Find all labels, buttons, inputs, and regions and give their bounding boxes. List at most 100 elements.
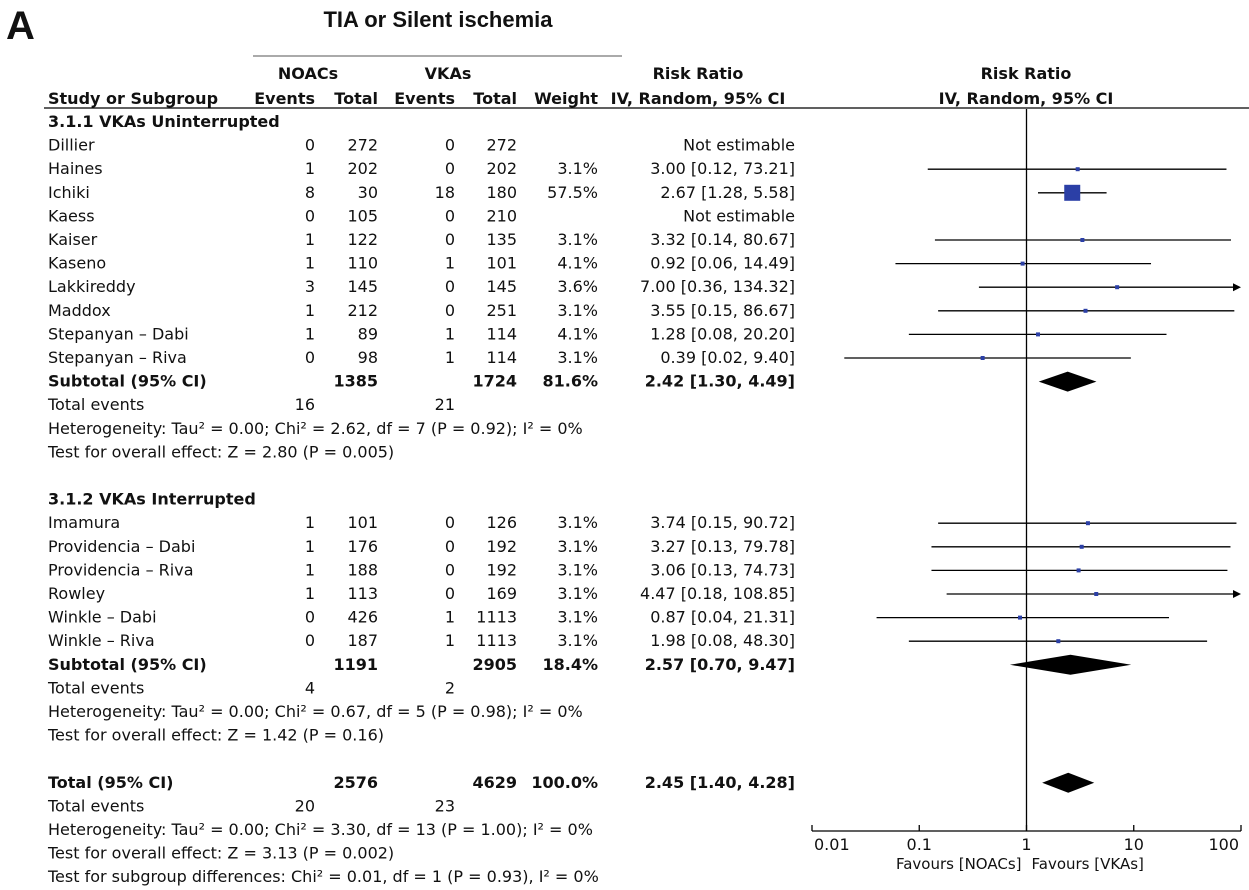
column-header-total-1: Total [334,89,378,108]
risk-ratio-ci: 3.27 [0.13, 79.78] [650,537,795,556]
total-group2: 114 [486,348,517,367]
total-group1: 426 [347,608,378,627]
events-group1: 3 [305,277,315,296]
total-group2: 114 [486,324,517,343]
study-name: Providencia – Dabi [48,537,195,556]
events-group2: 0 [445,513,455,532]
weight-value: 4.1% [557,254,598,273]
events-group1: 0 [305,608,315,627]
study-name: Lakkireddy [48,277,136,296]
events-group1: 0 [305,206,315,225]
point-estimate-square [1076,568,1081,573]
risk-ratio-ci: 4.47 [0.18, 108.85] [640,584,795,603]
events-group1: 0 [305,136,315,155]
weight-value: 18.4% [542,655,598,674]
point-estimate-square [1020,261,1025,266]
effect-title: Risk Ratio [653,64,744,83]
total-events-group2: 2 [445,678,455,697]
total-group1: 212 [347,301,378,320]
events-group2: 0 [445,159,455,178]
risk-ratio-ci: 3.74 [0.15, 90.72] [650,513,795,532]
study-name: Kaess [48,206,95,225]
total-group2: 126 [486,513,517,532]
risk-ratio-ci: 0.92 [0.06, 14.49] [650,254,795,273]
events-group2: 0 [445,537,455,556]
events-group2: 18 [435,183,455,202]
study-name: Rowley [48,584,105,603]
events-group2: 1 [445,254,455,273]
events-group1: 1 [305,301,315,320]
point-estimate-square [1079,544,1084,549]
risk-ratio-ci: Not estimable [683,136,795,155]
weight-value: 3.1% [557,348,598,367]
weight-value: 57.5% [547,183,598,202]
subgroup-heading: 3.1.1 VKAs Uninterrupted [48,112,280,131]
events-group1: 1 [305,584,315,603]
point-estimate-square [1056,639,1061,644]
weight-value: 3.1% [557,301,598,320]
total-group1: 89 [358,324,378,343]
weight-value: 3.1% [557,631,598,650]
events-group1: 0 [305,348,315,367]
total-events-group1: 4 [305,678,315,697]
column-header-weight: Weight [534,89,598,108]
weight-value: 3.1% [557,608,598,627]
effect-subtitle: IV, Random, 95% CI [611,89,786,108]
study-name: Dillier [48,136,95,155]
total-group1: 176 [347,537,378,556]
point-estimate-square [1035,332,1040,337]
column-header-events-1: Events [254,89,315,108]
total-group1: 122 [347,230,378,249]
events-group2: 0 [445,277,455,296]
weight-value: 3.1% [557,584,598,603]
total-group2: 1724 [472,372,517,391]
study-name: Imamura [48,513,120,532]
events-group1: 1 [305,254,315,273]
point-estimate-square [1115,285,1120,290]
total-group1: 101 [347,513,378,532]
column-header-total-2: Total [473,89,517,108]
events-group1: 1 [305,324,315,343]
favours-left-label: Favours [NOACs] [896,855,1022,873]
total-group1: 187 [347,631,378,650]
risk-ratio-ci: 0.87 [0.04, 21.31] [650,608,795,627]
study-name: Maddox [48,301,111,320]
study-name: Kaiser [48,230,98,249]
events-group1: 1 [305,560,315,579]
total-events-label: Total events [47,395,144,414]
risk-ratio-ci: 3.32 [0.14, 80.67] [650,230,795,249]
total-group1: 188 [347,560,378,579]
point-estimate-square [1080,238,1085,242]
events-group2: 0 [445,301,455,320]
column-header-events-2: Events [394,89,455,108]
events-group2: 1 [445,631,455,650]
weight-value: 100.0% [531,773,598,792]
events-group2: 1 [445,608,455,627]
group2-header: VKAs [425,64,472,83]
total-group2: 202 [486,159,517,178]
total-group2: 251 [486,301,517,320]
events-group1: 0 [305,631,315,650]
figure-title: TIA or Silent ischemia [323,7,553,32]
stat-note: Heterogeneity: Tau² = 0.00; Chi² = 2.62,… [48,419,583,438]
total-group1: 98 [358,348,378,367]
total-group2: 2905 [472,655,517,674]
study-name: Winkle – Dabi [48,608,157,627]
weight-value: 4.1% [557,324,598,343]
risk-ratio-ci: 3.00 [0.12, 73.21] [650,159,795,178]
total-group1: 1385 [333,372,378,391]
plot-marks [844,109,1241,831]
study-name: Providencia – Riva [48,560,194,579]
study-name: Stepanyan – Riva [48,348,187,367]
study-name: Kaseno [48,254,106,273]
risk-ratio-ci: 1.28 [0.08, 20.20] [650,324,795,343]
weight-value: 3.6% [557,277,598,296]
stat-note: Test for overall effect: Z = 3.13 (P = 0… [47,844,394,863]
total-events-group1: 20 [295,796,315,815]
x-axis: 0.01 0.1 1 10 100 Favours [NOACs] Favours [VKA… [811,825,1242,873]
events-group2: 0 [445,136,455,155]
stat-note: Test for overall effect: Z = 2.80 (P = 0… [47,442,394,461]
study-name: Ichiki [48,183,90,202]
total-group1: 2576 [333,773,378,792]
total-group2: 210 [486,206,517,225]
